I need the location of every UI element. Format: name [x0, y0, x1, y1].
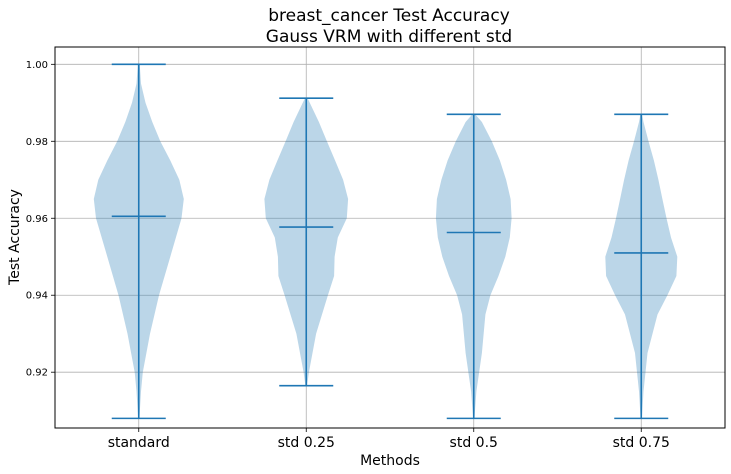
y-tick-label: 0.98 — [26, 137, 48, 148]
y-tick-label: 0.94 — [26, 291, 48, 302]
y-tick-label: 0.92 — [26, 368, 48, 379]
x-tick-label: std 0.75 — [613, 435, 670, 451]
x-tick-label: std 0.25 — [278, 435, 335, 451]
x-axis-label: Methods — [360, 453, 420, 469]
y-axis-ticks: 0.92 0.94 0.96 0.98 1.00 — [26, 60, 55, 379]
y-axis-label: Test Accuracy — [7, 189, 23, 286]
chart-subtitle: Gauss VRM with different std — [266, 27, 512, 47]
plot-frame — [54, 46, 726, 429]
x-axis-ticks: standard std 0.25 std 0.5 std 0.75 — [108, 428, 670, 451]
x-tick-label: standard — [108, 435, 170, 451]
y-tick-label: 0.96 — [26, 214, 48, 225]
y-tick-label: 1.00 — [26, 60, 48, 71]
violins — [93, 63, 678, 420]
chart-title: breast_cancer Test Accuracy — [268, 6, 510, 26]
x-tick-label: std 0.5 — [450, 435, 498, 451]
